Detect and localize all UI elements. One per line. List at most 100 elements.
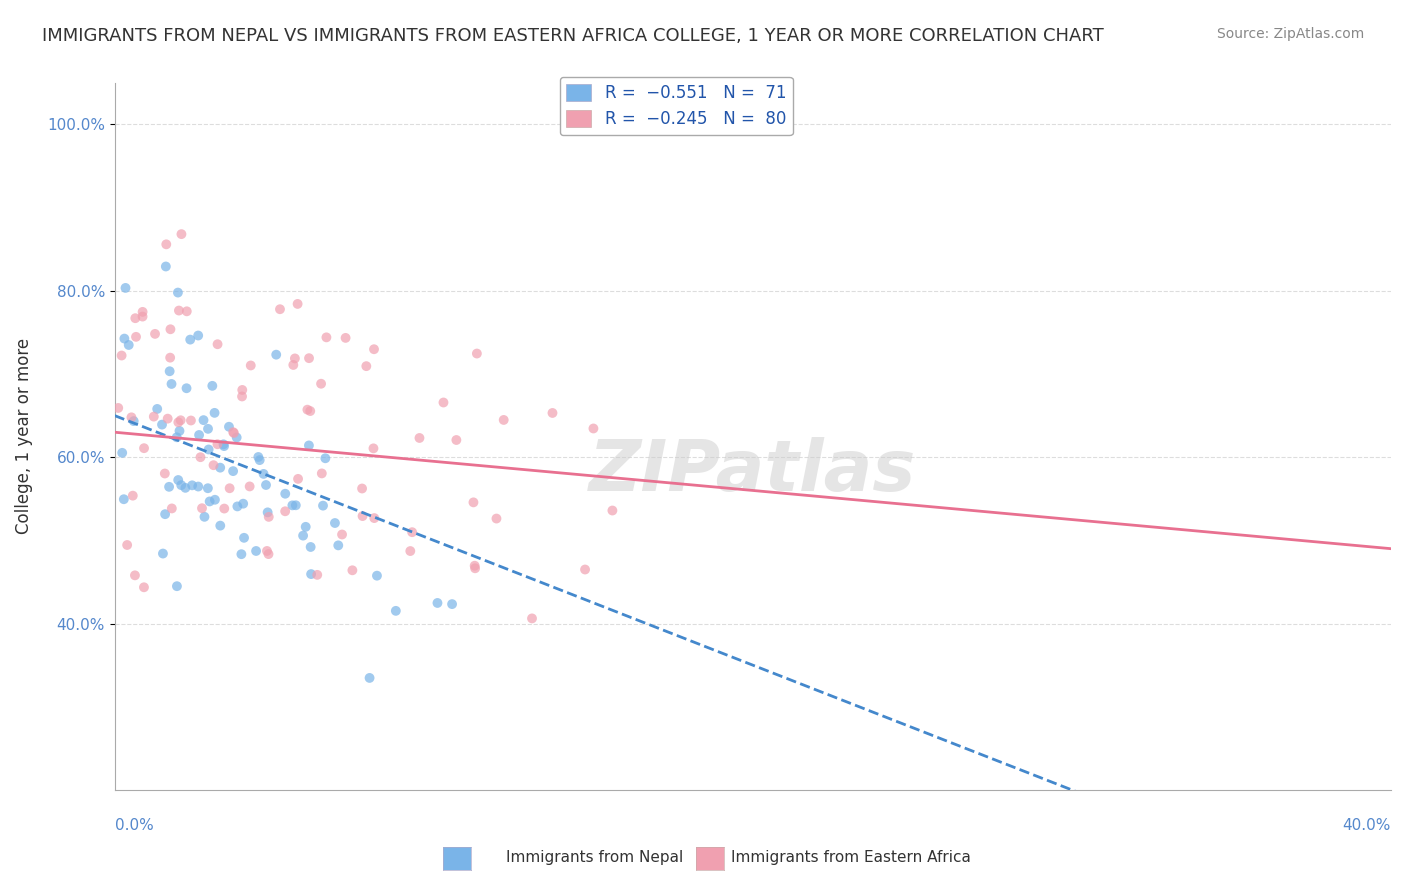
- Point: [120, 410, 142, 425]
- Point: [311, 467, 333, 481]
- Point: [299, 567, 322, 582]
- Point: [188, 428, 211, 442]
- Point: [204, 492, 226, 507]
- Point: [155, 237, 177, 252]
- Point: [222, 425, 245, 439]
- Point: [314, 451, 336, 466]
- Point: [492, 413, 515, 427]
- Point: [181, 478, 204, 492]
- Point: [232, 497, 254, 511]
- Point: [399, 544, 422, 558]
- Point: [222, 464, 245, 478]
- Point: [446, 433, 468, 447]
- Point: [257, 509, 280, 524]
- Point: [167, 415, 190, 429]
- Point: [180, 413, 202, 427]
- Text: 0.0%: 0.0%: [115, 818, 153, 833]
- Point: [284, 498, 307, 512]
- Point: [328, 538, 350, 552]
- Point: [131, 305, 153, 319]
- Point: [159, 364, 181, 378]
- Point: [256, 544, 278, 558]
- Point: [432, 395, 454, 409]
- Point: [110, 349, 132, 363]
- Point: [155, 260, 177, 274]
- Point: [297, 402, 319, 417]
- Point: [218, 419, 240, 434]
- Point: [366, 568, 388, 582]
- Point: [284, 351, 307, 366]
- Point: [264, 348, 287, 362]
- Point: [231, 383, 253, 397]
- Point: [122, 414, 145, 428]
- Point: [156, 411, 179, 425]
- Text: Immigrants from Eastern Africa: Immigrants from Eastern Africa: [731, 850, 972, 865]
- Point: [239, 479, 262, 493]
- Point: [212, 439, 235, 453]
- Point: [426, 596, 449, 610]
- Point: [143, 326, 166, 341]
- Point: [359, 671, 381, 685]
- Point: [115, 538, 138, 552]
- Point: [204, 406, 226, 420]
- Point: [287, 472, 309, 486]
- Point: [485, 511, 508, 525]
- Point: [363, 511, 385, 525]
- Point: [541, 406, 564, 420]
- Point: [142, 409, 165, 424]
- Point: [582, 421, 605, 435]
- Point: [207, 337, 229, 351]
- Point: [247, 450, 270, 464]
- Point: [190, 450, 212, 465]
- Point: [160, 376, 183, 391]
- Point: [132, 580, 155, 594]
- Point: [132, 441, 155, 455]
- Point: [231, 547, 253, 561]
- Point: [323, 516, 346, 530]
- Point: [298, 438, 321, 452]
- Point: [294, 520, 316, 534]
- Point: [292, 528, 315, 542]
- Point: [201, 379, 224, 393]
- Point: [114, 281, 136, 295]
- Point: [252, 467, 274, 481]
- Point: [193, 413, 215, 427]
- Point: [146, 401, 169, 416]
- Point: [363, 343, 385, 357]
- Point: [249, 453, 271, 467]
- Point: [197, 481, 219, 495]
- Legend: R =  −0.551   N =  71, R =  −0.245   N =  80: R = −0.551 N = 71, R = −0.245 N = 80: [560, 77, 793, 135]
- Point: [520, 611, 543, 625]
- Point: [197, 422, 219, 436]
- Point: [169, 424, 191, 438]
- Point: [401, 525, 423, 540]
- Point: [166, 579, 188, 593]
- Point: [283, 358, 305, 372]
- Point: [179, 333, 201, 347]
- Point: [170, 478, 193, 492]
- Point: [385, 604, 408, 618]
- Point: [363, 442, 385, 456]
- Point: [111, 446, 134, 460]
- Point: [170, 227, 193, 241]
- Point: [269, 302, 291, 317]
- Point: [245, 544, 267, 558]
- Point: [309, 376, 332, 391]
- Text: Source: ZipAtlas.com: Source: ZipAtlas.com: [1216, 27, 1364, 41]
- Point: [312, 499, 335, 513]
- Point: [209, 460, 232, 475]
- Point: [107, 401, 129, 415]
- Point: [257, 547, 280, 561]
- Point: [352, 482, 374, 496]
- Point: [191, 501, 214, 516]
- Point: [160, 501, 183, 516]
- Point: [167, 285, 190, 300]
- Point: [198, 494, 221, 508]
- Y-axis label: College, 1 year or more: College, 1 year or more: [15, 338, 32, 534]
- Point: [256, 505, 278, 519]
- Point: [307, 567, 329, 582]
- Point: [174, 481, 197, 495]
- Point: [299, 540, 322, 554]
- Text: Immigrants from Nepal: Immigrants from Nepal: [506, 850, 683, 865]
- Point: [254, 478, 277, 492]
